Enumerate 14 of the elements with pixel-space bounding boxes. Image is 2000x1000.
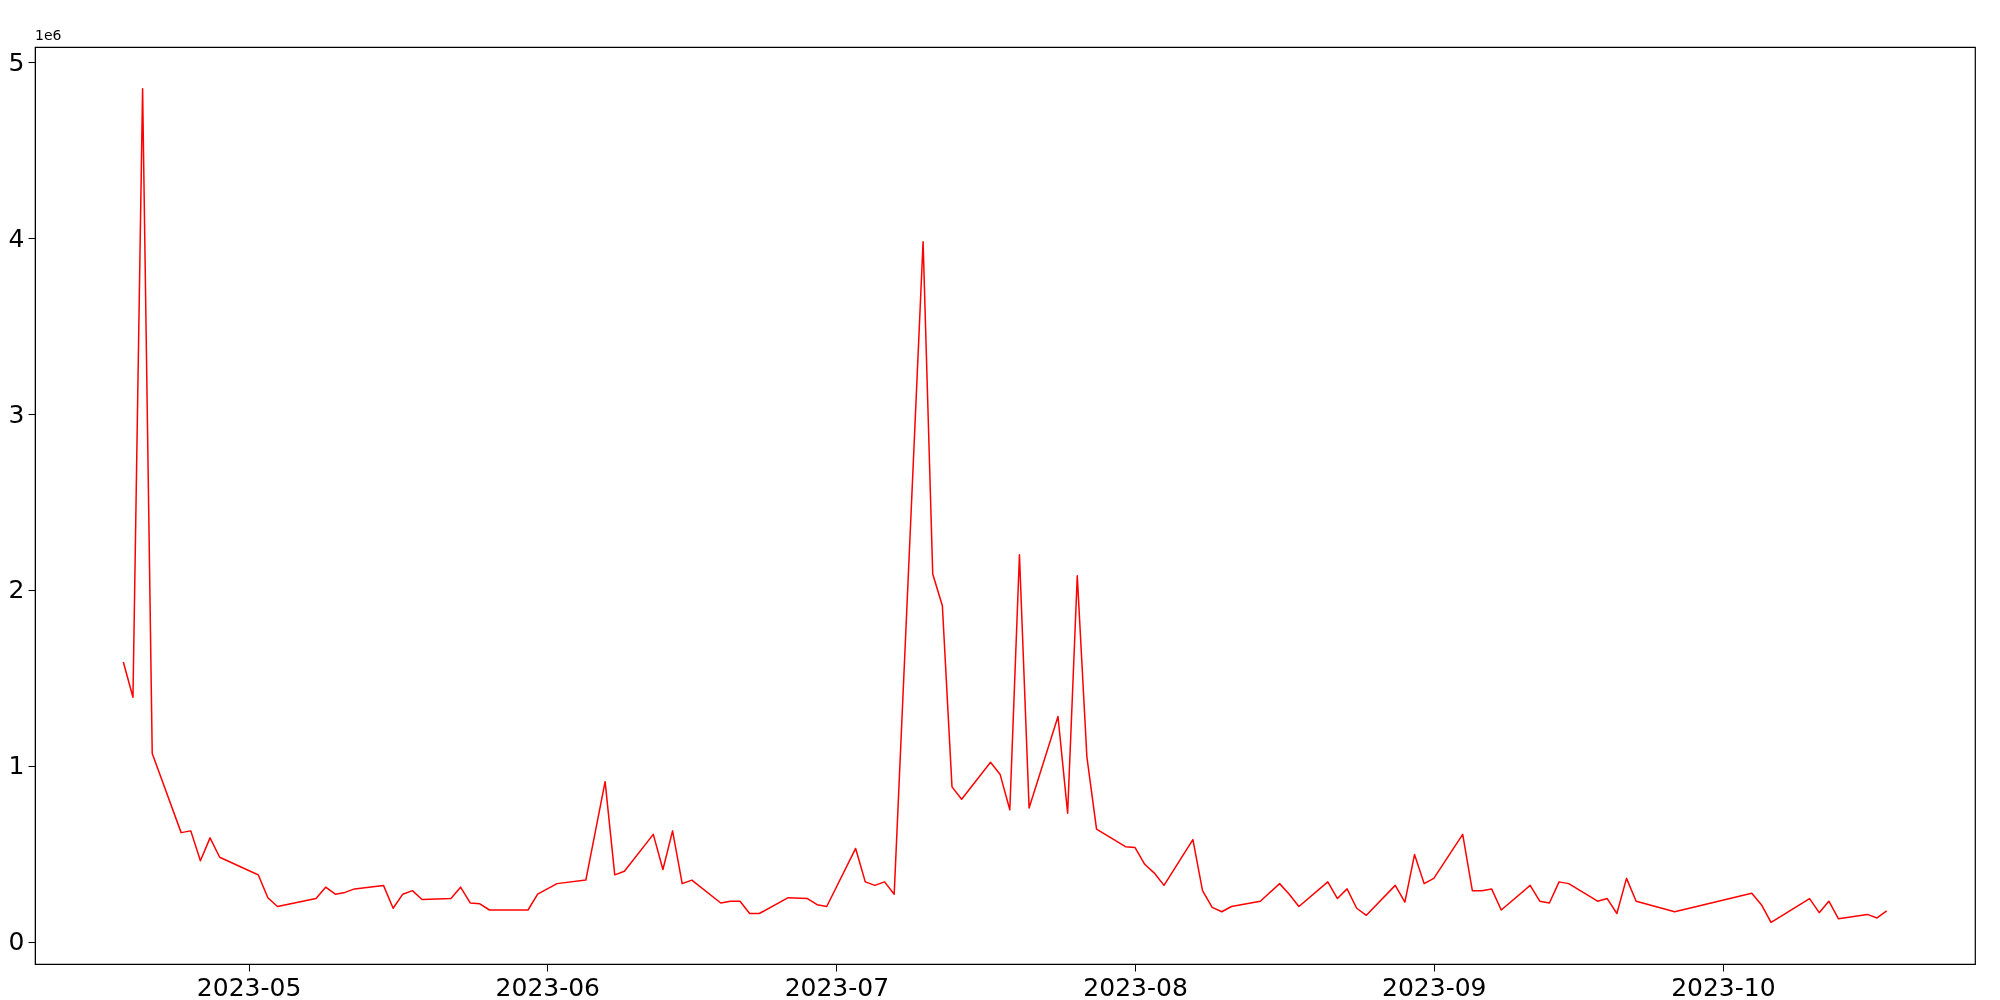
line-series [122, 87, 1888, 924]
x-tick-label: 2023-07 [784, 972, 890, 1000]
x-tick-label: 2023-06 [495, 972, 601, 1000]
y-tick-label: 5 [8, 47, 25, 77]
y-tick-label: 3 [8, 399, 25, 429]
y-tick-label: 2 [8, 575, 25, 605]
text: 1e6 [35, 27, 62, 43]
x-tick-label: 2023-10 [1671, 972, 1776, 1000]
x-tick-label: 2023-09 [1382, 972, 1487, 1000]
y-tick-label: 1 [8, 751, 25, 781]
y-tick-label: 4 [8, 223, 25, 253]
x-tick-label: 2023-08 [1083, 972, 1188, 1000]
x-tick-label: 2023-05 [196, 972, 302, 1000]
y-tick-label: 0 [8, 927, 25, 957]
